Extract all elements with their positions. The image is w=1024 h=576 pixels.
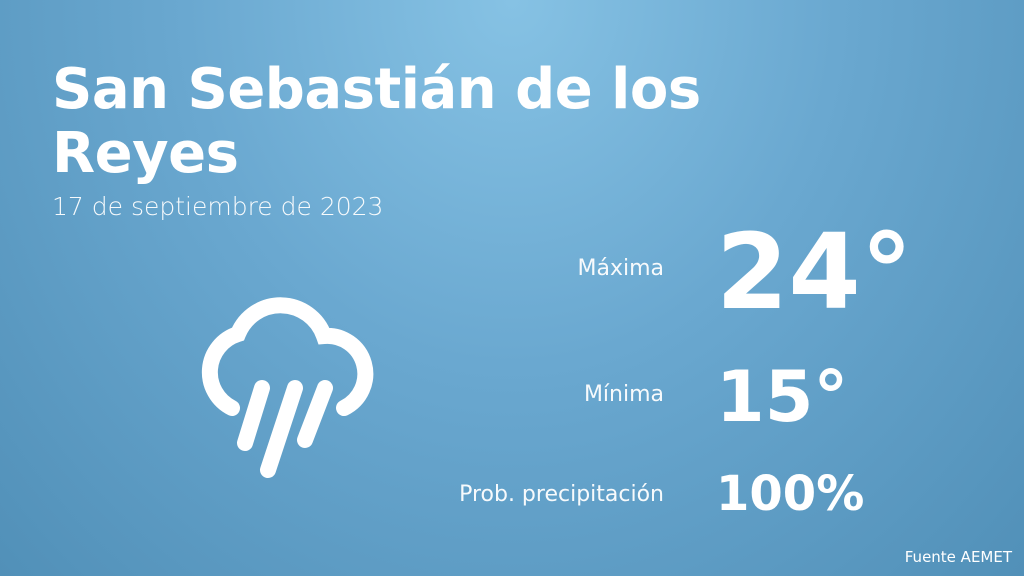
min-label: Mínima bbox=[583, 382, 664, 407]
precip-label: Prob. precipitación bbox=[459, 482, 664, 507]
source-credit: Fuente AEMET bbox=[904, 548, 1012, 566]
max-value: 24° bbox=[716, 211, 913, 333]
precip-value: 100% bbox=[716, 466, 865, 522]
min-value: 15° bbox=[716, 356, 849, 438]
city-title: San Sebastián de los Reyes bbox=[52, 57, 701, 186]
max-label: Máxima bbox=[577, 256, 664, 281]
forecast-date: 17 de septiembre de 2023 bbox=[52, 192, 384, 221]
